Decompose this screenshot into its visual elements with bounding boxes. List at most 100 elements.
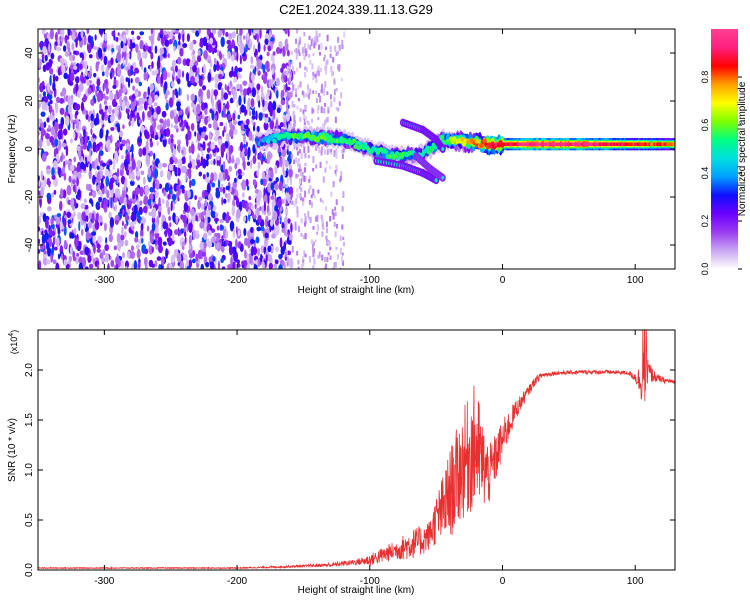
noise-cell	[122, 85, 127, 93]
noise-cell	[39, 243, 45, 250]
streak-cell	[321, 215, 324, 222]
noise-cell	[46, 241, 50, 251]
noise-cell	[60, 29, 65, 38]
streak-cell	[286, 260, 289, 267]
noise-cell	[66, 184, 72, 196]
streak-cell	[327, 109, 330, 113]
noise-cell	[154, 45, 158, 54]
noise-cell	[265, 60, 270, 71]
noise-cell	[52, 82, 56, 92]
noise-cell	[210, 47, 214, 53]
noise-cell	[96, 171, 102, 182]
noise-cell	[229, 220, 235, 232]
noise-cell	[141, 237, 144, 244]
noise-cell	[101, 162, 107, 167]
streak-cell	[294, 224, 297, 231]
noise-cell	[190, 101, 194, 108]
noise-cell	[79, 161, 85, 170]
noise-cell	[250, 205, 254, 211]
noise-cell	[168, 137, 172, 145]
noise-cell	[217, 73, 223, 80]
noise-cell	[100, 192, 103, 199]
noise-cell	[262, 75, 268, 84]
noise-cell	[59, 200, 63, 211]
noise-cell	[195, 165, 199, 170]
snr-x-tick-label: 0	[500, 576, 506, 587]
streak-cell	[334, 170, 337, 174]
noise-cell	[195, 30, 200, 37]
noise-cell	[211, 196, 214, 202]
noise-cell	[142, 147, 147, 156]
noise-cell	[140, 125, 145, 134]
noise-cell	[88, 263, 94, 269]
noise-cell	[46, 82, 50, 92]
streak-cell	[304, 66, 307, 71]
streak-cell	[326, 148, 329, 156]
streak-cell	[334, 211, 337, 217]
streak-cell	[323, 149, 326, 155]
noise-cell	[208, 123, 212, 129]
noise-cell	[79, 250, 85, 256]
noise-cell	[247, 42, 251, 47]
noise-cell	[261, 261, 265, 269]
streak-cell	[296, 146, 299, 151]
streak-cell	[340, 92, 343, 99]
noise-cell	[154, 190, 159, 199]
streak-cell	[297, 259, 300, 265]
noise-cell	[61, 64, 66, 74]
noise-cell	[49, 135, 54, 143]
noise-cell	[122, 124, 125, 129]
noise-cell	[38, 238, 41, 244]
noise-cell	[185, 121, 189, 130]
streak-cell	[326, 34, 329, 42]
noise-cell	[220, 36, 225, 48]
streak-cell	[286, 108, 289, 112]
noise-cell	[280, 67, 284, 73]
noise-cell	[76, 252, 80, 258]
noise-cell	[246, 161, 251, 166]
noise-cell	[200, 92, 203, 102]
streak-cell	[297, 160, 300, 168]
noise-cell	[96, 78, 101, 87]
noise-cell	[53, 177, 59, 187]
noise-cell	[123, 181, 127, 192]
streak-cell	[332, 212, 335, 220]
noise-cell	[212, 256, 216, 262]
noise-cell	[239, 44, 245, 55]
noise-cell	[141, 244, 147, 253]
streak-cell	[290, 91, 293, 98]
streak-cell	[337, 107, 340, 112]
noise-cell	[234, 177, 237, 183]
noise-cell	[278, 253, 283, 260]
noise-cell	[114, 141, 119, 149]
noise-cell	[204, 108, 208, 115]
noise-cell	[246, 262, 250, 269]
streak-cell	[324, 167, 327, 173]
noise-cell	[197, 142, 201, 151]
noise-cell	[55, 102, 59, 114]
noise-cell	[226, 132, 230, 143]
noise-cell	[228, 90, 232, 96]
noise-cell	[260, 92, 265, 98]
noise-cell	[272, 100, 277, 111]
noise-cell	[131, 36, 135, 44]
noise-cell	[84, 156, 87, 162]
noise-cell	[199, 241, 204, 250]
noise-cell	[161, 110, 167, 118]
noise-cell	[131, 171, 135, 182]
noise-cell	[72, 65, 78, 71]
noise-cell	[97, 263, 100, 269]
noise-cell	[169, 222, 172, 228]
noise-cell	[106, 189, 110, 199]
noise-cell	[263, 151, 266, 158]
streak-cell	[295, 198, 298, 204]
noise-cell	[156, 141, 159, 146]
noise-cell	[126, 52, 130, 59]
noise-cell	[284, 160, 289, 168]
streak-cell	[327, 240, 330, 245]
noise-cell	[124, 214, 130, 221]
noise-cell	[94, 34, 97, 41]
noise-cell	[216, 147, 220, 153]
noise-cell	[199, 75, 203, 81]
noise-cell	[159, 123, 162, 130]
